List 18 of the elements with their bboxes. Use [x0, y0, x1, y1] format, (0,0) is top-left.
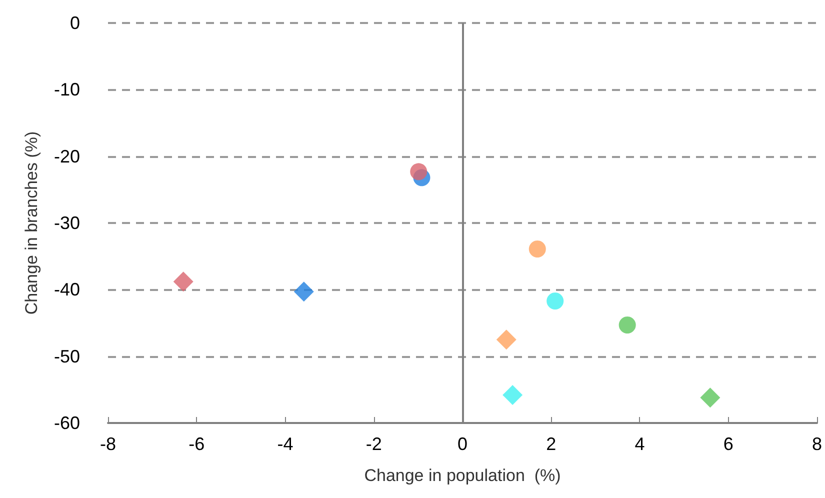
x-tick-label: -6 — [188, 434, 205, 454]
x-tick-label: 0 — [457, 434, 468, 454]
x-tick-label: 2 — [546, 434, 556, 454]
y-tick-label: -50 — [54, 346, 80, 366]
y-tick-label: 0 — [70, 13, 80, 33]
y-tick-label: -10 — [54, 80, 80, 100]
x-tick-label: -4 — [277, 434, 294, 454]
y-axis-title: Change in branches (%) — [22, 131, 41, 315]
y-tick-label: -20 — [54, 146, 80, 166]
y-tick-label: -30 — [54, 213, 80, 233]
x-tick-label: -2 — [366, 434, 382, 454]
x-axis-title: Change in population (%) — [364, 466, 561, 485]
x-tick-label: 6 — [723, 434, 734, 454]
y-tick-label: -60 — [54, 413, 80, 433]
x-tick-label: 8 — [812, 434, 822, 454]
y-tick-label: -40 — [54, 280, 80, 300]
x-tick-label: -8 — [100, 434, 116, 454]
x-tick-label: 4 — [634, 434, 645, 454]
